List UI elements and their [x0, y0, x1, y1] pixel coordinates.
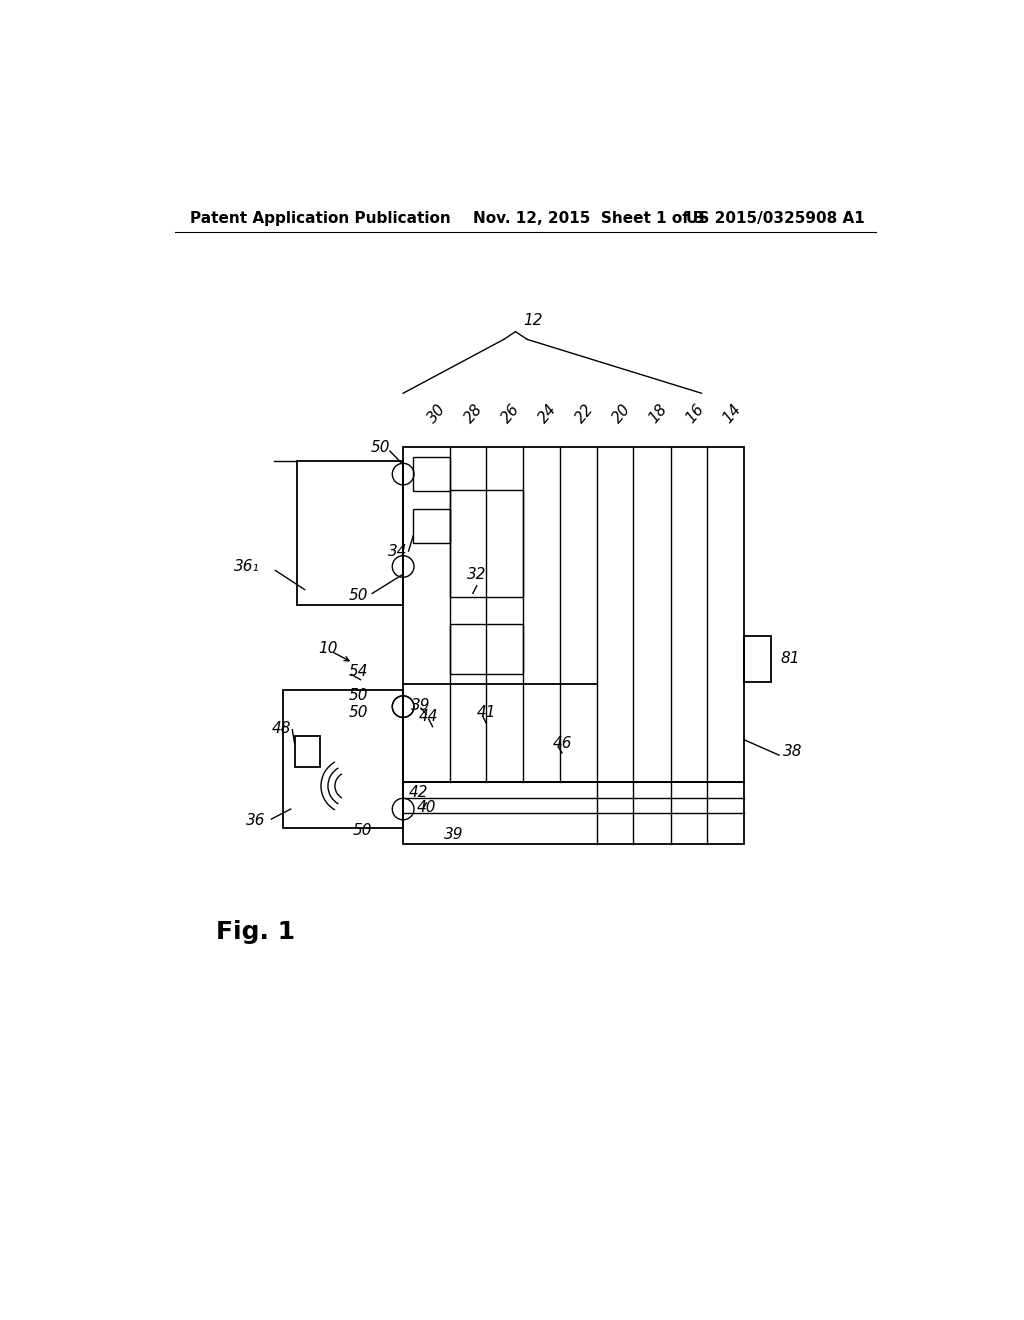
- Text: 50: 50: [371, 440, 390, 454]
- Text: 38: 38: [783, 743, 803, 759]
- Text: 50: 50: [349, 688, 369, 704]
- Text: 18: 18: [646, 401, 670, 426]
- Text: 34: 34: [387, 544, 407, 558]
- Text: 20: 20: [609, 401, 633, 426]
- Text: 36: 36: [247, 813, 266, 828]
- Text: 41: 41: [476, 705, 496, 721]
- Text: 46: 46: [552, 737, 571, 751]
- Text: 50: 50: [353, 824, 373, 838]
- Text: 48: 48: [271, 721, 291, 735]
- Text: 42: 42: [409, 784, 428, 800]
- Text: 50: 50: [349, 589, 369, 603]
- Text: 26: 26: [499, 401, 523, 426]
- Text: Fig. 1: Fig. 1: [216, 920, 295, 944]
- Text: Nov. 12, 2015  Sheet 1 of 3: Nov. 12, 2015 Sheet 1 of 3: [473, 211, 705, 226]
- Text: 32: 32: [467, 566, 486, 582]
- Text: 39: 39: [443, 826, 463, 842]
- Text: US 2015/0325908 A1: US 2015/0325908 A1: [686, 211, 864, 226]
- Text: 16: 16: [683, 401, 707, 426]
- Text: 14: 14: [720, 401, 743, 426]
- Text: 28: 28: [462, 401, 486, 426]
- Text: 44: 44: [419, 709, 438, 725]
- Text: 39: 39: [412, 697, 431, 713]
- Text: 24: 24: [536, 401, 560, 426]
- Text: 22: 22: [572, 401, 597, 426]
- Text: Patent Application Publication: Patent Application Publication: [190, 211, 451, 226]
- Text: 30: 30: [425, 401, 450, 426]
- Text: 50: 50: [349, 705, 369, 721]
- Text: 40: 40: [417, 800, 436, 814]
- Text: 54: 54: [349, 664, 369, 680]
- Text: 10: 10: [317, 642, 337, 656]
- Text: 12: 12: [523, 313, 543, 327]
- Text: 36₁: 36₁: [234, 558, 260, 574]
- Text: 81: 81: [780, 651, 800, 667]
